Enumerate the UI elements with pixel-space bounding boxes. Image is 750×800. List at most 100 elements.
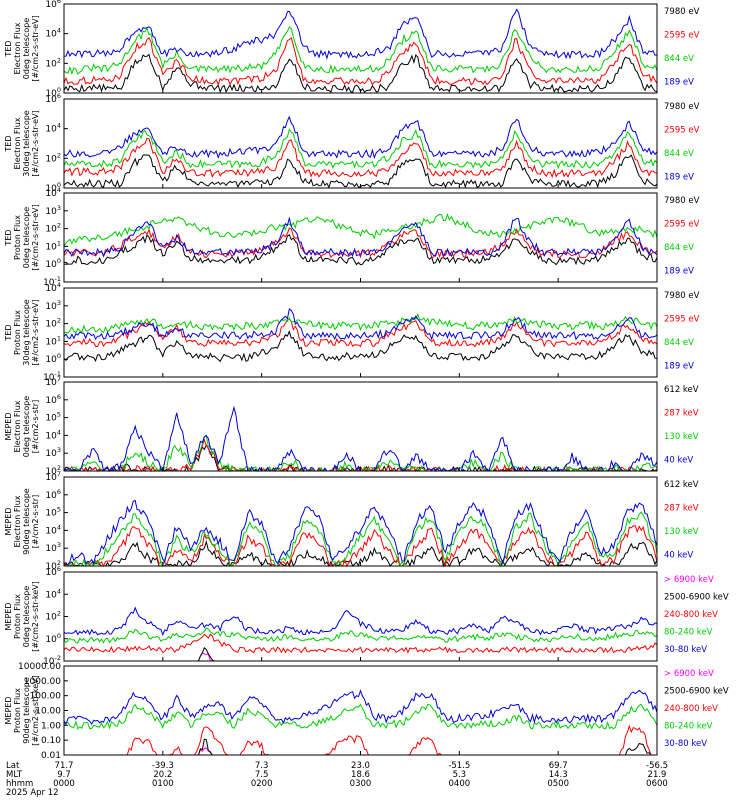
y-axis-label: [#/cm2-s-str] [31, 495, 40, 548]
y-tick-label: 100 [45, 352, 61, 365]
legend-entry: 189 eV [664, 78, 694, 88]
y-tick-label: 102 [45, 559, 61, 572]
legend-entry: 2500-6900 keV [664, 593, 729, 603]
series-1-2 [63, 37, 658, 87]
y-axis-label: Electron Flux [13, 22, 22, 74]
legend-entry: 844 eV [664, 243, 694, 253]
legend-entry: 240-800 keV [664, 704, 718, 714]
series-4-1 [63, 330, 658, 363]
y-tick-label: 101 [45, 334, 61, 347]
series-3-2 [63, 227, 658, 260]
x-row-label: MLT [6, 770, 23, 780]
y-tick-label: 103 [45, 541, 61, 554]
y-axis-label: Electron Flux [13, 117, 22, 169]
legend-entry: 7980 eV [664, 196, 700, 206]
y-axis-label: 30deg telescope [22, 110, 31, 177]
series-8-3 [64, 724, 657, 756]
y-tick-label: 102 [45, 56, 61, 69]
y-tick-label: 101 [45, 239, 61, 252]
y-axis-label: [#/cm2-s-str-eV] [31, 15, 40, 81]
x-row-value: 7.3 [255, 761, 269, 771]
y-axis-label: 30deg telescope [22, 299, 31, 366]
legend-entry: 844 eV [664, 54, 694, 64]
y-tick-label: 107 [45, 470, 61, 483]
y-tick-label: 105 [45, 411, 61, 424]
legend-entry: 7980 eV [664, 291, 700, 301]
y-tick-label: 102 [45, 151, 61, 164]
series-4-3 [63, 313, 658, 334]
y-axis-label: TED [4, 324, 13, 341]
legend-entry: 2500-6900 keV [664, 687, 729, 697]
y-tick-label: 104 [45, 523, 61, 536]
legend-entry: 40 keV [664, 551, 693, 561]
y-axis-label: [#/cm2-s-str-eV] [31, 204, 40, 270]
legend-entry: 2595 eV [664, 31, 700, 41]
legend-entry: 287 keV [664, 409, 699, 419]
series-8-5 [63, 689, 658, 726]
y-tick-label: 104 [45, 281, 61, 294]
y-axis-label: 0deg telescope [22, 207, 31, 268]
y-tick-label: 107 [45, 375, 61, 388]
series-4-4 [63, 308, 658, 341]
series-3-4 [63, 216, 658, 258]
y-axis-label: [#/cm2-s-str-keV] [31, 581, 40, 652]
legend-entry: 189 eV [664, 362, 694, 372]
legend-entry: 80-240 keV [664, 722, 713, 732]
panel-6: 107 106 105 104 103 102 MEPED Electron Flux 90de… [4, 470, 699, 572]
legend-entry: 130 keV [664, 527, 699, 537]
y-axis-label: 0deg telescope [22, 18, 31, 79]
y-axis-label: Electron Flux [13, 495, 22, 547]
y-axis-label: TED [4, 135, 13, 152]
y-tick-label: 0.10 [41, 736, 61, 746]
y-axis-label: 0deg telescope [22, 586, 31, 647]
y-axis-label: Electron Flux [13, 400, 22, 452]
y-tick-label: 103 [45, 299, 61, 312]
legend-entry: 612 keV [664, 480, 699, 490]
panel-frame [63, 381, 658, 472]
panel-8: 10000.00 1000.00 100.00 10.00 1.00 0.10 0.01 ME… [4, 662, 729, 761]
y-tick-label: 106 [45, 393, 61, 406]
y-axis-label: [#/cm2-s-str] [31, 400, 40, 453]
y-axis-label: [#/cm2-s-str-keV] [31, 675, 40, 746]
legend-entry: 2595 eV [664, 220, 700, 230]
x-row-label: hhmm [6, 779, 33, 789]
y-axis-label: Proton Flux [13, 215, 22, 260]
x-row-value: -56.5 [646, 761, 668, 771]
x-row-value: 18.6 [351, 770, 370, 780]
legend-entry: 30-80 keV [664, 739, 707, 749]
x-row-value: -39.3 [152, 761, 174, 771]
y-axis-label: Proton Flux [13, 310, 22, 355]
series-1-3 [63, 26, 658, 76]
y-axis-label: [#/cm2-s-str-eV] [31, 110, 40, 176]
y-tick-label: 106 [45, 565, 61, 578]
legend-entry: > 6900 keV [664, 669, 714, 679]
series-6-4 [63, 499, 658, 566]
series-7-5 [63, 606, 658, 637]
y-tick-label: 103 [45, 446, 61, 459]
legend-entry: 287 keV [664, 504, 699, 514]
y-axis-label: 90deg telescope [22, 677, 31, 744]
x-row-value: 23.0 [351, 761, 370, 771]
x-row-value: 0600 [646, 779, 668, 789]
x-row-label: Lat [6, 761, 20, 771]
y-tick-label: 100 [45, 632, 61, 645]
y-tick-label: 102 [45, 317, 61, 330]
legend-entry: 130 keV [664, 432, 699, 442]
y-tick-label: 103 [45, 204, 61, 217]
legend-entry: 7980 eV [664, 7, 700, 17]
y-axis-label: Proton Flux [13, 688, 22, 733]
x-row-value: 5.3 [453, 770, 467, 780]
x-row-value: 0100 [152, 779, 174, 789]
x-row-value: 0300 [350, 779, 372, 789]
x-row-value: 0200 [251, 779, 273, 789]
y-tick-label: 10.00 [35, 707, 61, 717]
y-tick-label: 104 [45, 122, 61, 135]
y-tick-label: 102 [45, 222, 61, 235]
y-tick-label: 1.00 [41, 721, 61, 731]
panel-frame [63, 3, 658, 94]
panel-3: 104 103 102 101 100 10-1 TED Proton Flux 0deg te… [4, 186, 700, 288]
y-axis-label: MEPED [4, 603, 13, 631]
legend-entry: 7980 eV [664, 102, 700, 112]
panel-1: 106 104 102 100 TED Electron Flux 0deg telesco… [4, 0, 700, 99]
